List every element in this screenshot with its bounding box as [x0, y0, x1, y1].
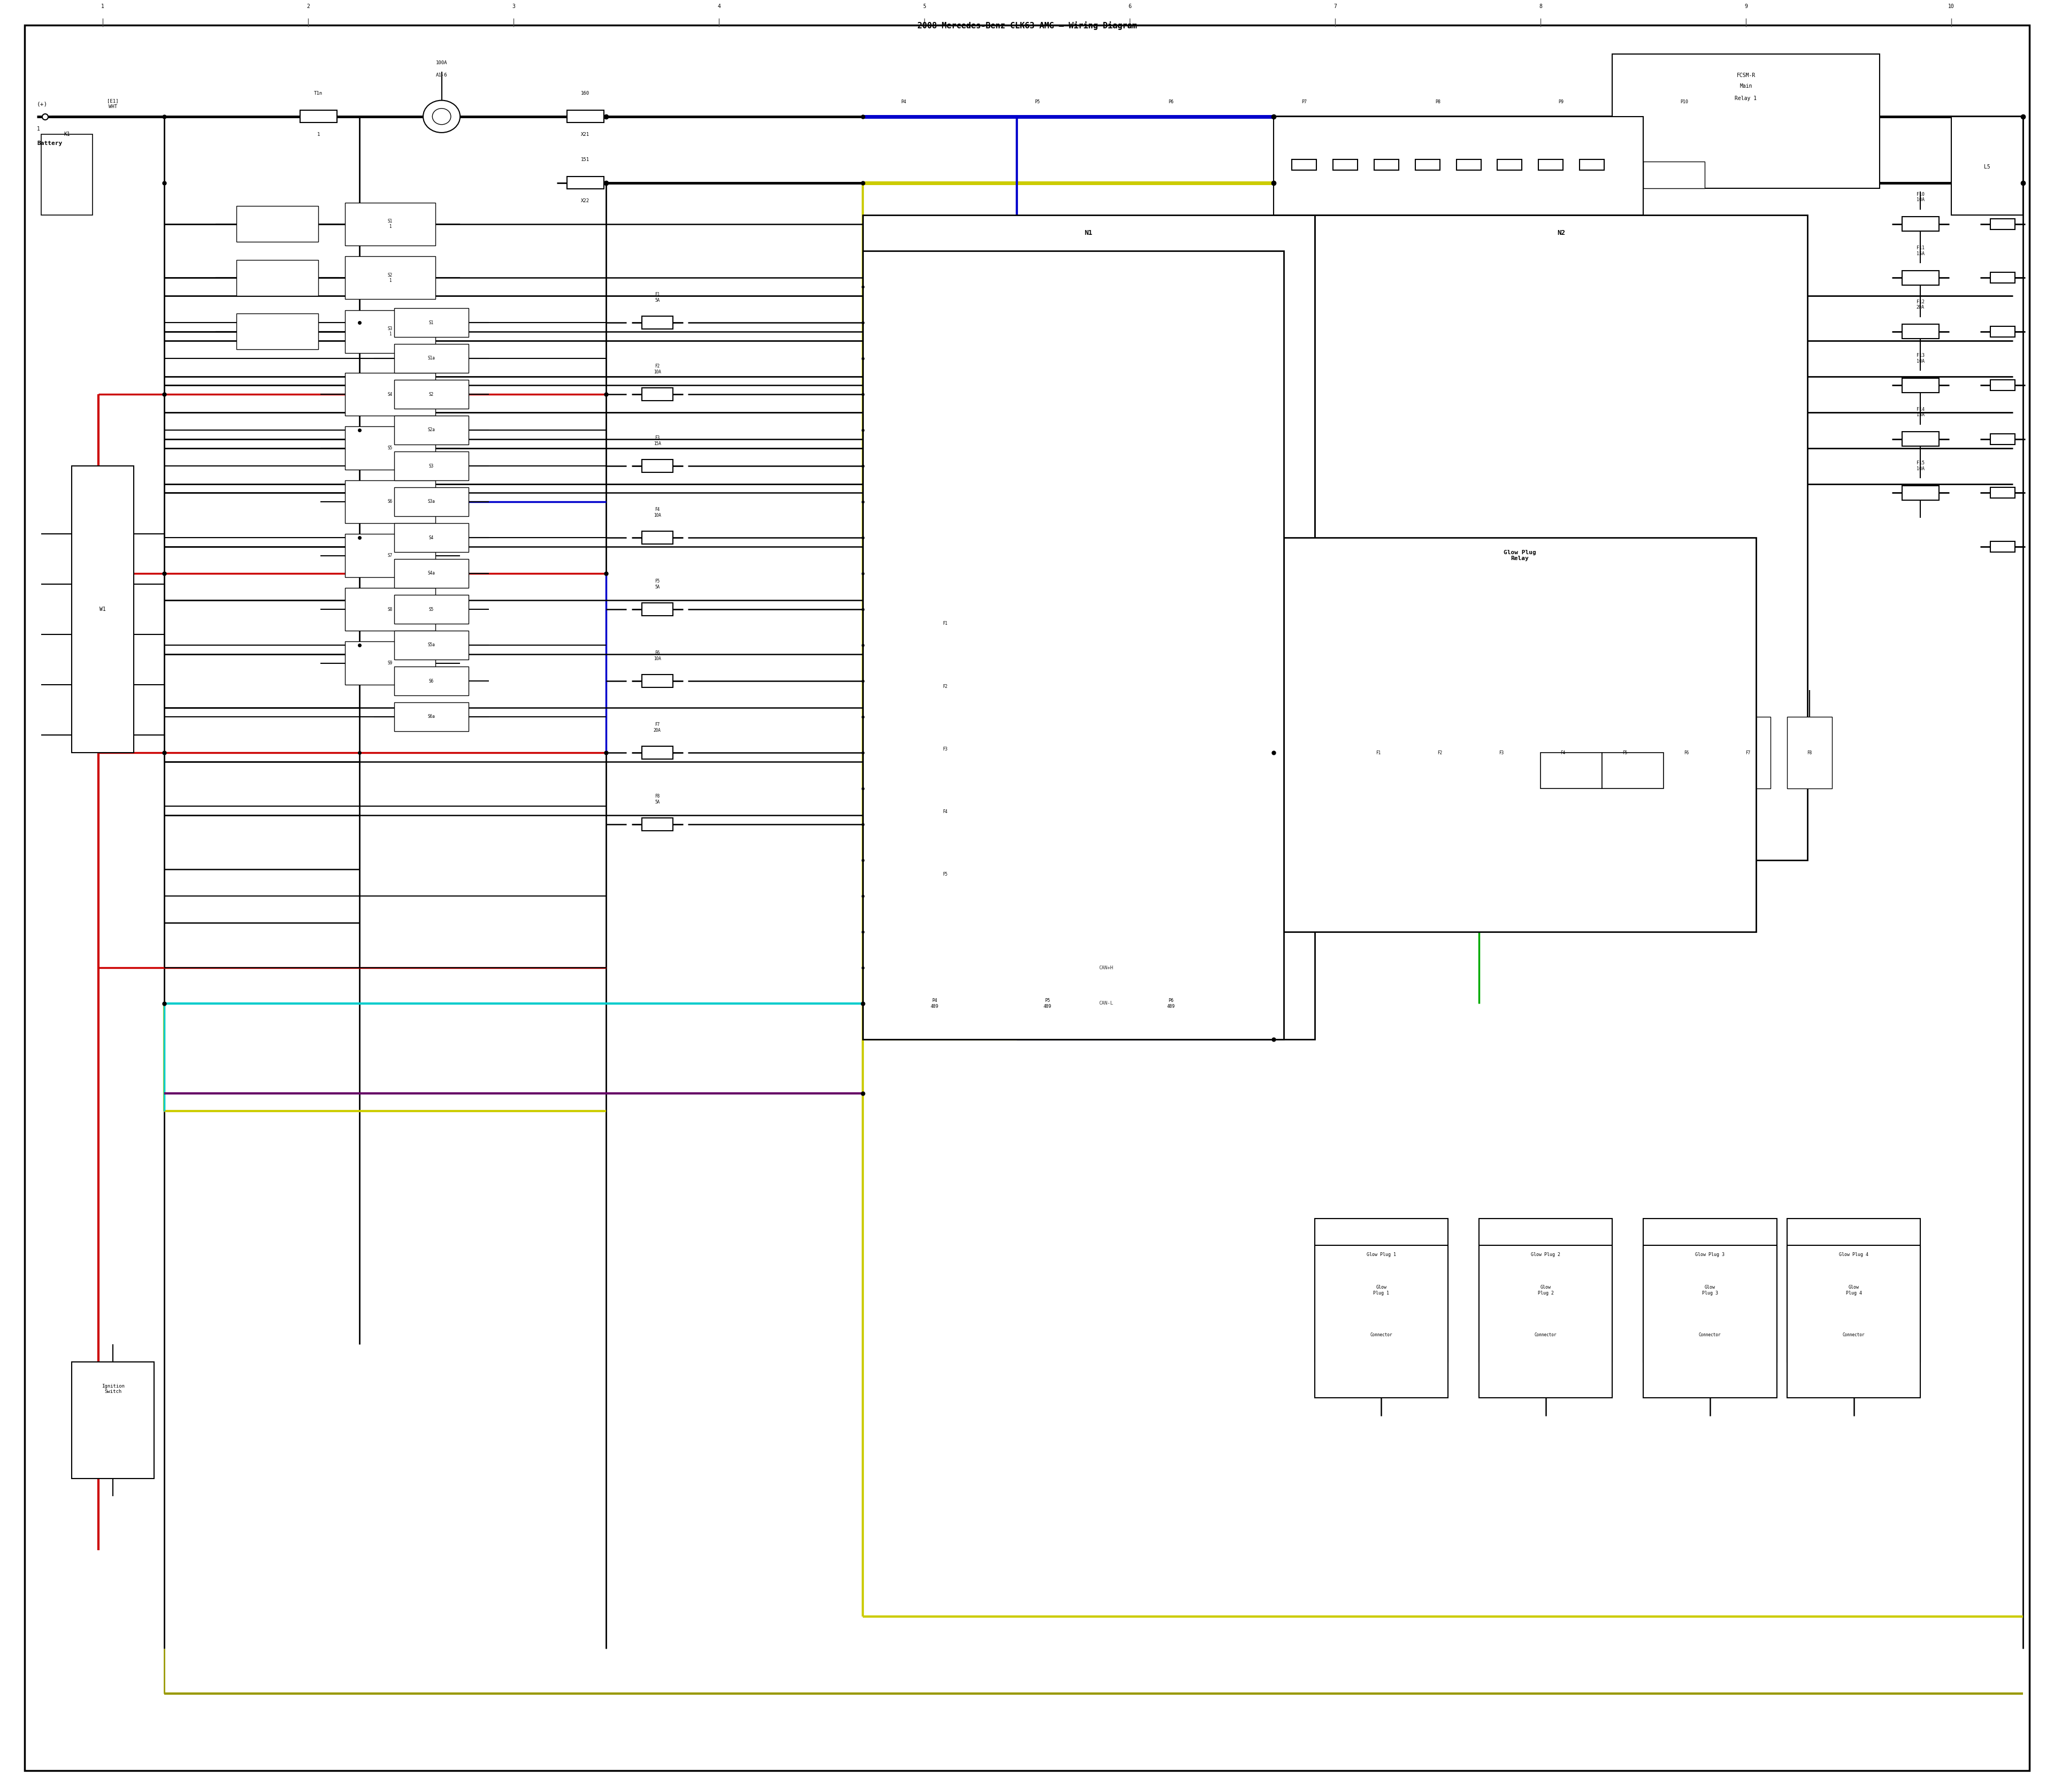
- Text: P6: P6: [1169, 100, 1173, 104]
- FancyBboxPatch shape: [1902, 378, 1939, 392]
- Text: 4: 4: [717, 4, 721, 9]
- FancyBboxPatch shape: [236, 314, 318, 349]
- FancyBboxPatch shape: [1415, 159, 1440, 170]
- Text: F12
20A: F12 20A: [1916, 299, 1925, 310]
- FancyBboxPatch shape: [1902, 217, 1939, 231]
- FancyBboxPatch shape: [394, 452, 468, 480]
- Text: Main: Main: [1740, 84, 1752, 88]
- Text: F6
10A: F6 10A: [653, 650, 661, 661]
- FancyBboxPatch shape: [1456, 159, 1481, 170]
- FancyBboxPatch shape: [394, 595, 468, 624]
- Text: F5: F5: [1623, 751, 1627, 754]
- Text: 2008 Mercedes-Benz CLK63 AMG — Wiring Diagram: 2008 Mercedes-Benz CLK63 AMG — Wiring Di…: [918, 22, 1136, 30]
- Text: 5: 5: [922, 4, 926, 9]
- FancyBboxPatch shape: [904, 663, 986, 708]
- Text: F1: F1: [943, 622, 947, 625]
- FancyBboxPatch shape: [1497, 159, 1522, 170]
- FancyBboxPatch shape: [1479, 1245, 1612, 1398]
- Text: F1
5A: F1 5A: [655, 292, 659, 303]
- FancyBboxPatch shape: [1902, 486, 1939, 500]
- Text: F15
10A: F15 10A: [1916, 461, 1925, 471]
- FancyBboxPatch shape: [394, 523, 468, 552]
- Text: F2
10A: F2 10A: [653, 364, 661, 375]
- Text: F11
15A: F11 15A: [1916, 246, 1925, 256]
- Text: S5a: S5a: [427, 643, 435, 647]
- Text: P5: P5: [1035, 100, 1039, 104]
- Text: S1
1: S1 1: [388, 219, 392, 229]
- Text: S6: S6: [429, 679, 433, 683]
- Text: 100A: 100A: [435, 61, 448, 65]
- Text: S7: S7: [388, 554, 392, 557]
- Text: (+): (+): [37, 102, 47, 106]
- FancyBboxPatch shape: [345, 256, 435, 299]
- Text: F10
10A: F10 10A: [1916, 192, 1925, 202]
- FancyBboxPatch shape: [236, 260, 318, 296]
- FancyBboxPatch shape: [863, 215, 1315, 1039]
- Text: 9: 9: [1744, 4, 1748, 9]
- Text: 160: 160: [581, 91, 589, 95]
- FancyBboxPatch shape: [300, 109, 337, 122]
- FancyBboxPatch shape: [1643, 1245, 1777, 1398]
- FancyBboxPatch shape: [1273, 116, 1643, 215]
- Text: 1: 1: [101, 4, 105, 9]
- Circle shape: [423, 100, 460, 133]
- FancyBboxPatch shape: [1787, 717, 1832, 788]
- FancyBboxPatch shape: [394, 380, 468, 409]
- Text: Glow Plug 1: Glow Plug 1: [1366, 1253, 1397, 1256]
- FancyBboxPatch shape: [904, 600, 986, 645]
- FancyBboxPatch shape: [345, 480, 435, 523]
- FancyBboxPatch shape: [1602, 717, 1647, 788]
- FancyBboxPatch shape: [1315, 215, 1808, 860]
- Text: Glow
Plug 2: Glow Plug 2: [1538, 1285, 1553, 1296]
- FancyBboxPatch shape: [1315, 1219, 1448, 1362]
- Text: A1-6: A1-6: [435, 73, 448, 77]
- FancyBboxPatch shape: [1540, 753, 1602, 788]
- Text: F3
15A: F3 15A: [653, 435, 661, 446]
- FancyBboxPatch shape: [394, 344, 468, 373]
- FancyBboxPatch shape: [1356, 717, 1401, 788]
- Text: S8: S8: [388, 607, 392, 611]
- FancyBboxPatch shape: [641, 674, 674, 686]
- Text: S3
1: S3 1: [388, 326, 392, 337]
- Text: P8: P8: [1436, 100, 1440, 104]
- Text: Ignition
Switch: Ignition Switch: [101, 1383, 125, 1394]
- Text: P4: P4: [902, 100, 906, 104]
- Text: 3: 3: [511, 4, 516, 9]
- Text: X22: X22: [581, 199, 589, 202]
- FancyBboxPatch shape: [1902, 432, 1939, 446]
- Text: Connector: Connector: [1370, 1333, 1393, 1337]
- FancyBboxPatch shape: [345, 373, 435, 416]
- Text: F8: F8: [1808, 751, 1812, 754]
- FancyBboxPatch shape: [641, 387, 674, 400]
- Text: N2: N2: [1557, 229, 1565, 237]
- Circle shape: [433, 108, 452, 125]
- FancyBboxPatch shape: [1902, 324, 1939, 339]
- FancyBboxPatch shape: [1787, 1245, 1920, 1398]
- Text: Glow
Plug 3: Glow Plug 3: [1703, 1285, 1717, 1296]
- Text: F1: F1: [1376, 751, 1380, 754]
- Text: S2
1: S2 1: [388, 272, 392, 283]
- FancyBboxPatch shape: [345, 202, 435, 246]
- Text: L5: L5: [1984, 165, 1990, 168]
- Text: S4: S4: [388, 392, 392, 396]
- FancyBboxPatch shape: [641, 602, 674, 615]
- FancyBboxPatch shape: [1787, 1219, 1920, 1362]
- FancyBboxPatch shape: [1315, 1245, 1448, 1398]
- Text: 2: 2: [306, 4, 310, 9]
- FancyBboxPatch shape: [1602, 753, 1664, 788]
- FancyBboxPatch shape: [1990, 487, 2015, 498]
- Text: F4
10A: F4 10A: [653, 507, 661, 518]
- Text: S3a: S3a: [427, 500, 435, 504]
- Text: [E1]
WHT: [E1] WHT: [107, 99, 119, 109]
- Text: CAN+H: CAN+H: [1099, 966, 1113, 969]
- FancyBboxPatch shape: [904, 851, 986, 896]
- FancyBboxPatch shape: [1612, 54, 1879, 188]
- FancyBboxPatch shape: [1990, 541, 2015, 552]
- Text: F4: F4: [943, 810, 947, 814]
- Text: F13
10A: F13 10A: [1916, 353, 1925, 364]
- Text: Battery: Battery: [37, 142, 62, 145]
- Text: P6
489: P6 489: [1167, 998, 1175, 1009]
- FancyBboxPatch shape: [345, 426, 435, 470]
- FancyBboxPatch shape: [641, 530, 674, 545]
- Text: P4
489: P4 489: [930, 998, 939, 1009]
